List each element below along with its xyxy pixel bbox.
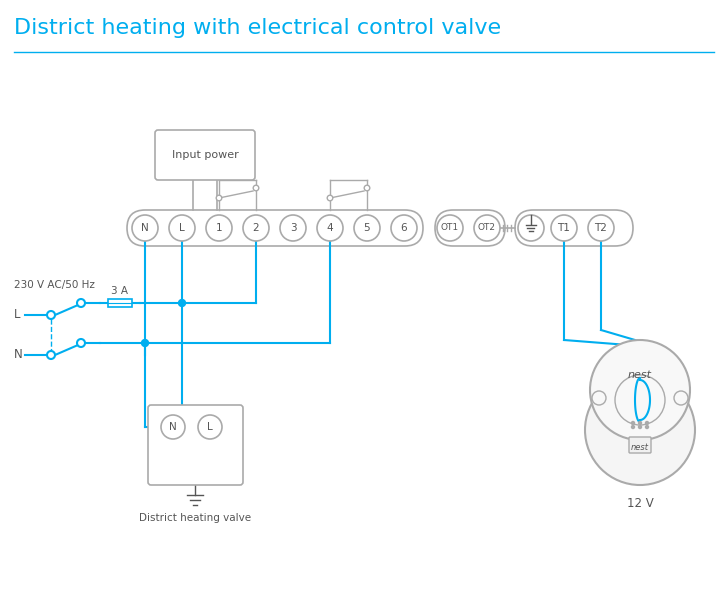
Circle shape: [354, 215, 380, 241]
Circle shape: [47, 351, 55, 359]
Text: 3: 3: [290, 223, 296, 233]
Circle shape: [161, 415, 185, 439]
FancyBboxPatch shape: [127, 210, 423, 246]
Text: OT2: OT2: [478, 223, 496, 232]
Text: 230 V AC/50 Hz: 230 V AC/50 Hz: [14, 280, 95, 290]
Text: L: L: [179, 223, 185, 233]
Circle shape: [638, 425, 641, 428]
Circle shape: [551, 215, 577, 241]
FancyBboxPatch shape: [148, 405, 243, 485]
Text: N: N: [169, 422, 177, 432]
Circle shape: [317, 215, 343, 241]
Text: 1: 1: [215, 223, 222, 233]
FancyBboxPatch shape: [515, 210, 633, 246]
Text: T1: T1: [558, 223, 571, 233]
Circle shape: [364, 185, 370, 191]
Circle shape: [588, 215, 614, 241]
FancyBboxPatch shape: [108, 299, 132, 307]
Circle shape: [615, 375, 665, 425]
Text: L: L: [14, 308, 20, 321]
Text: nest: nest: [631, 444, 649, 453]
Circle shape: [169, 215, 195, 241]
Circle shape: [327, 195, 333, 201]
Text: L: L: [207, 422, 213, 432]
Text: Input power: Input power: [172, 150, 238, 160]
FancyBboxPatch shape: [155, 130, 255, 180]
Text: N: N: [141, 223, 149, 233]
Text: District heating with electrical control valve: District heating with electrical control…: [14, 18, 501, 38]
Text: 12 V: 12 V: [627, 497, 653, 510]
Circle shape: [437, 215, 463, 241]
Circle shape: [592, 391, 606, 405]
Circle shape: [474, 215, 500, 241]
Text: 4: 4: [327, 223, 333, 233]
Text: 5: 5: [364, 223, 371, 233]
Circle shape: [77, 299, 85, 307]
Circle shape: [178, 299, 186, 307]
Circle shape: [253, 185, 258, 191]
Circle shape: [206, 215, 232, 241]
Text: T2: T2: [595, 223, 607, 233]
Circle shape: [590, 340, 690, 440]
FancyBboxPatch shape: [435, 210, 505, 246]
Circle shape: [216, 195, 222, 201]
Circle shape: [132, 215, 158, 241]
Circle shape: [631, 425, 635, 428]
Circle shape: [77, 339, 85, 347]
Circle shape: [518, 215, 544, 241]
Text: 6: 6: [400, 223, 407, 233]
Text: N: N: [14, 349, 23, 362]
Circle shape: [243, 215, 269, 241]
Circle shape: [391, 215, 417, 241]
Circle shape: [646, 425, 649, 428]
Circle shape: [47, 311, 55, 319]
Circle shape: [646, 422, 649, 425]
Circle shape: [198, 415, 222, 439]
Text: District heating valve: District heating valve: [140, 513, 252, 523]
Circle shape: [280, 215, 306, 241]
Text: 2: 2: [253, 223, 259, 233]
Text: OT1: OT1: [441, 223, 459, 232]
Text: nest: nest: [628, 370, 652, 380]
FancyBboxPatch shape: [629, 437, 651, 453]
Circle shape: [585, 375, 695, 485]
Circle shape: [141, 340, 149, 346]
Circle shape: [631, 422, 635, 425]
Circle shape: [638, 422, 641, 425]
Text: 3 A: 3 A: [111, 286, 129, 296]
Circle shape: [674, 391, 688, 405]
